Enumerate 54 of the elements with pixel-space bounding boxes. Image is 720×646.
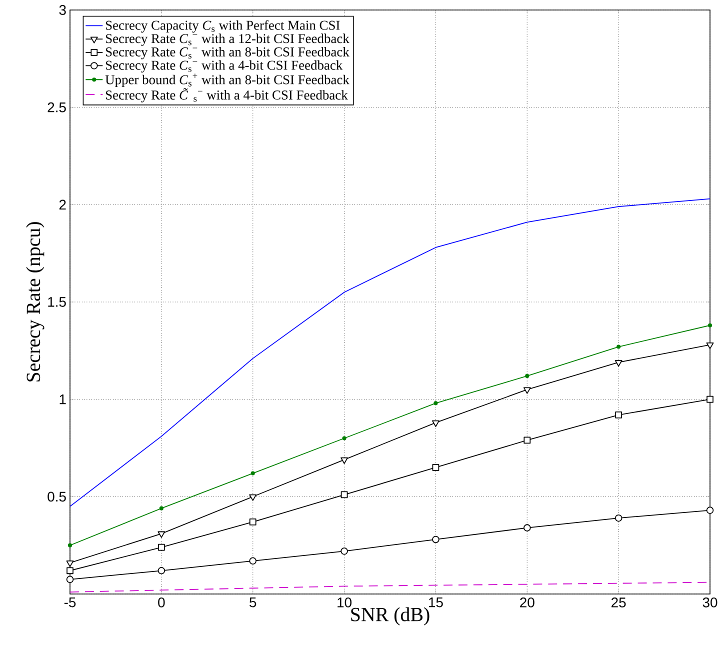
- y-tick-label: 0.5: [48, 492, 66, 502]
- point: [614, 514, 622, 522]
- point: [249, 494, 257, 501]
- x-tick-label: 15: [429, 598, 443, 608]
- point: [708, 323, 712, 328]
- point: [159, 506, 164, 510]
- point: [66, 576, 74, 584]
- legend-label: Secrecy Rate C$_{s}$$^{−}$ with a 12-bit CSI Feedback: [106, 34, 350, 46]
- x-axis-title: SNR (dB): [351, 607, 430, 626]
- point: [249, 518, 256, 526]
- x-tick-label: -5: [64, 598, 76, 608]
- point: [706, 342, 714, 350]
- point: [342, 436, 346, 440]
- point: [68, 543, 72, 548]
- point: [524, 524, 531, 532]
- legend-label: Upper bound C$_{s}$$^{+}$ with an 8-bit CSI Feedback: [105, 74, 350, 88]
- point: [340, 457, 348, 464]
- point: [523, 387, 531, 394]
- y-axis-title: Secrecy Rate (npcu): [26, 222, 44, 382]
- point: [524, 436, 531, 444]
- x-tick-label: 0: [158, 598, 165, 608]
- point: [158, 531, 166, 538]
- point: [525, 374, 530, 378]
- point: [250, 471, 255, 476]
- line-series: [70, 198, 710, 507]
- point: [434, 401, 438, 406]
- x-tick-label: 30: [702, 598, 718, 608]
- y-tick-label: 2: [59, 200, 66, 210]
- y-tick-label: 3: [59, 5, 66, 15]
- point: [158, 567, 166, 574]
- y-tick-label: 1.5: [48, 297, 66, 307]
- x-tick-label: 5: [250, 598, 256, 608]
- point: [432, 420, 440, 427]
- x-tick-label: 20: [520, 598, 534, 608]
- y-tick-label: 2.5: [48, 102, 66, 112]
- point: [340, 491, 348, 498]
- point: [158, 544, 165, 551]
- x-tick-label: 10: [338, 598, 352, 608]
- point: [706, 506, 714, 514]
- legend-label: Secrecy Rate C̃$_{s}$$^{−}$ with a 4-bit CSI Feedback: [106, 88, 348, 102]
- point: [432, 464, 440, 471]
- point: [432, 536, 440, 544]
- point: [249, 557, 256, 565]
- point: [706, 396, 714, 403]
- point: [615, 411, 622, 418]
- y-tick-label: 1: [60, 394, 66, 404]
- legend-label: Secrecy Rate C$_{s}$$^{−}$ with an 8-bit CSI Feedback: [106, 46, 350, 60]
- point: [616, 344, 621, 349]
- x-tick-label: 25: [612, 598, 626, 608]
- legend-label: Secrecy Rate C$_{s}$$^{−}$ with a 4-bit CSI Feedback: [106, 60, 343, 73]
- point: [66, 567, 74, 574]
- legend-label: Secrecy Capacity C$_{s}$ with Perfect Main CSI: [106, 20, 340, 33]
- point: [614, 360, 622, 367]
- point: [340, 548, 348, 555]
